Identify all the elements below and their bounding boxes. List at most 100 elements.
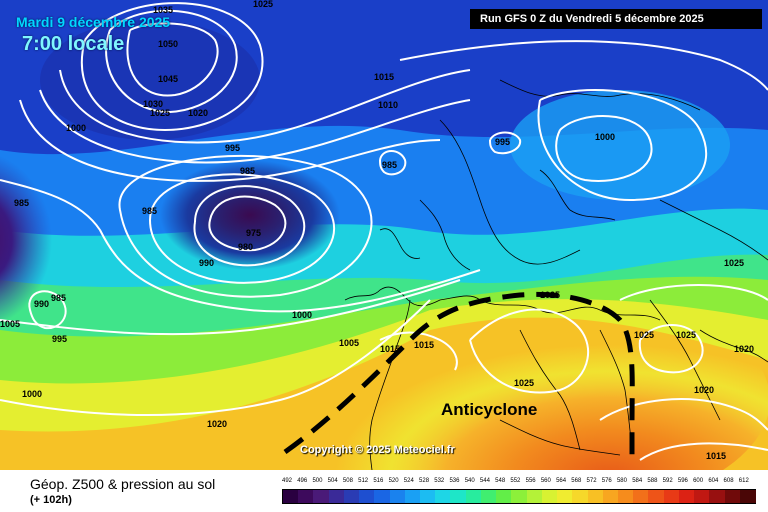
isobar-label: 1015	[706, 451, 726, 461]
isobar-label: 975	[246, 228, 261, 238]
isobar-label: 990	[199, 258, 214, 268]
color-scale-cell	[739, 490, 756, 503]
isobar-label: 1025	[634, 330, 654, 340]
color-scale-labels: 492 496 500 504 508 512 516 520 524 528 532 536 540 5…	[282, 478, 754, 488]
color-scale-cell	[648, 490, 665, 503]
isobar-label: 1015	[374, 72, 394, 82]
isobar-label: 1015	[414, 340, 434, 350]
color-scale-cell	[359, 490, 376, 503]
color-scale-cell	[602, 490, 619, 503]
color-scale-label: 552	[510, 478, 521, 484]
isobar-label: 1000	[22, 389, 42, 399]
color-scale-cell	[709, 490, 726, 503]
color-scale-cell	[541, 490, 558, 503]
color-scale-label: 508	[342, 478, 353, 484]
color-scale-label: 612	[738, 478, 749, 484]
copyright-notice: Copyright © 2025 Meteociel.fr	[300, 444, 455, 456]
color-scale-label: 592	[662, 478, 673, 484]
color-scale-cell	[633, 490, 650, 503]
isobar-label: 1000	[66, 123, 86, 133]
color-scale-label: 568	[571, 478, 582, 484]
legend-subtitle: (+ 102h)	[30, 494, 72, 506]
legend-title: Géop. Z500 & pression au sol	[30, 476, 216, 492]
isobar-label: 985	[51, 293, 66, 303]
scandinavia-pocket	[510, 90, 730, 200]
color-scale-label: 528	[419, 478, 430, 484]
color-scale-label: 500	[312, 478, 323, 484]
color-scale-label: 576	[601, 478, 612, 484]
color-scale-label: 600	[693, 478, 704, 484]
color-scale-label: 504	[327, 478, 338, 484]
color-scale-label: 512	[358, 478, 369, 484]
isobar-label: 985	[382, 160, 397, 170]
isobar-label: 985	[14, 198, 29, 208]
color-scale-cell	[374, 490, 391, 503]
west-low-core	[0, 150, 100, 330]
isobar-label: 1025	[150, 108, 170, 118]
color-scale-label: 572	[586, 478, 597, 484]
color-scale-cell	[313, 490, 330, 503]
color-scale-label: 608	[723, 478, 734, 484]
isobar-label: 1025	[253, 0, 273, 9]
color-scale-label: 544	[479, 478, 490, 484]
color-scale-cell	[328, 490, 345, 503]
isobar-label: 1025	[676, 330, 696, 340]
color-scale-cell	[496, 490, 513, 503]
color-scale-label: 548	[495, 478, 506, 484]
isobar-label: 995	[225, 143, 240, 153]
isobar-label: 1020	[207, 419, 227, 429]
color-scale-cell	[572, 490, 589, 503]
model-run-info: Run GFS 0 Z du Vendredi 5 décembre 2025	[470, 9, 762, 29]
isobar-label: 1020	[734, 344, 754, 354]
isobar-label: 990	[34, 299, 49, 309]
color-scale-label: 588	[647, 478, 658, 484]
color-scale-cell	[694, 490, 711, 503]
color-scale-label: 536	[449, 478, 460, 484]
isobar-label: 1020	[188, 108, 208, 118]
anticyclone-label: Anticyclone	[441, 400, 537, 419]
color-scale-cell	[283, 490, 299, 503]
color-scale-label: 540	[464, 478, 475, 484]
color-scale-cell	[678, 490, 695, 503]
color-scale-cell	[298, 490, 315, 503]
central-low-core	[160, 160, 340, 270]
geopotential-map-graphic: 1035 1050 1045 1030 1025 1020 1025 1015 …	[0, 0, 768, 470]
isobar-label: 1000	[595, 132, 615, 142]
color-scale-label: 556	[525, 478, 536, 484]
color-scale-label: 596	[677, 478, 688, 484]
isobar-label: 1050	[158, 39, 178, 49]
isobar-label: 1020	[694, 385, 714, 395]
isobar-label: 1045	[158, 74, 178, 84]
color-scale-cell	[435, 490, 452, 503]
isobar-label: 1015	[380, 344, 400, 354]
color-scale-label: 604	[708, 478, 719, 484]
color-scale-label: 492	[282, 478, 293, 484]
ridge-axis	[283, 291, 635, 465]
color-scale-label: 532	[434, 478, 445, 484]
color-scale-cell	[465, 490, 482, 503]
color-scale-label: 564	[556, 478, 567, 484]
color-scale-cell	[511, 490, 528, 503]
isobar-label: 1005	[339, 338, 359, 348]
isobar-label: 1010	[378, 100, 398, 110]
color-scale-cell	[526, 490, 543, 503]
isobar-label: 980	[238, 242, 253, 252]
isobar-label: 1000	[292, 310, 312, 320]
isobars	[0, 2, 768, 461]
isobar-label: 1025	[540, 290, 560, 300]
color-scale-bar	[282, 489, 756, 504]
color-scale-label: 584	[632, 478, 643, 484]
isobar-label: 1035	[153, 5, 173, 15]
color-scale-label: 496	[297, 478, 308, 484]
isobar-label: 995	[52, 334, 67, 344]
isobar-label: 995	[495, 137, 510, 147]
color-scale-label: 560	[540, 478, 551, 484]
color-scale-cell	[724, 490, 741, 503]
legend-bar: Géop. Z500 & pression au sol (+ 102h) 49…	[0, 470, 768, 512]
color-scale-label: 524	[403, 478, 414, 484]
color-scale-cell	[343, 490, 360, 503]
isobar-label: 985	[142, 206, 157, 216]
isobar-label: 985	[240, 166, 255, 176]
color-scale-cell	[557, 490, 574, 503]
forecast-local-time: 7:00 locale	[22, 33, 125, 55]
